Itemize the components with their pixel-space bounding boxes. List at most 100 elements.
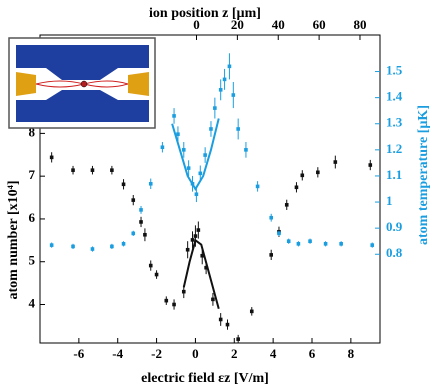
- data-point: [164, 298, 169, 303]
- data-point: [231, 93, 236, 97]
- data-point: [139, 208, 143, 212]
- x-tick-label: 0: [192, 346, 199, 361]
- data-point: [49, 155, 54, 160]
- y2-tick-label: 1.5: [386, 63, 403, 78]
- x2-axis-label: ion position z [µm]: [149, 6, 261, 21]
- data-point: [249, 309, 254, 314]
- data-point: [148, 181, 153, 186]
- y2-tick-label: 0.8: [386, 245, 403, 260]
- data-point: [294, 185, 299, 190]
- electrode-left: [16, 72, 36, 96]
- x-tick-label: -6: [73, 346, 84, 361]
- data-point: [300, 173, 305, 178]
- data-point: [193, 234, 198, 238]
- data-point: [286, 239, 291, 244]
- y-tick-label: 4: [29, 295, 36, 310]
- data-point: [333, 160, 338, 164]
- data-point: [236, 127, 240, 131]
- data-point: [160, 145, 165, 150]
- y2-tick-label: 1.3: [386, 115, 403, 130]
- data-point: [213, 106, 217, 110]
- data-point: [148, 263, 153, 268]
- data-point: [172, 302, 176, 307]
- y2-tick-label: 1.4: [386, 89, 403, 104]
- data-point: [244, 148, 248, 152]
- data-point: [49, 243, 54, 247]
- data-point: [308, 239, 312, 244]
- data-point: [296, 242, 301, 246]
- data-point: [143, 232, 147, 237]
- data-point: [181, 289, 186, 294]
- data-point: [110, 168, 114, 172]
- data-point: [110, 244, 114, 249]
- ion: [80, 80, 88, 88]
- data-point: [139, 220, 143, 224]
- y2-tick-label: 1.2: [386, 141, 402, 156]
- data-point: [186, 166, 191, 170]
- data-point: [204, 265, 208, 270]
- x-tick-label: 6: [309, 346, 316, 361]
- data-point: [269, 215, 273, 220]
- data-point: [190, 238, 195, 242]
- data-point: [370, 243, 375, 247]
- data-point: [211, 297, 215, 302]
- data-point: [194, 192, 199, 197]
- data-point: [196, 228, 201, 232]
- data-point: [198, 171, 203, 176]
- x-tick-label: 4: [270, 346, 277, 361]
- plot-frame: [39, 34, 381, 344]
- data-point: [316, 170, 320, 175]
- data-point: [368, 163, 373, 167]
- data-point: [131, 231, 136, 236]
- data-point: [255, 184, 260, 189]
- data-point: [269, 253, 273, 257]
- data-point: [181, 148, 186, 152]
- y-tick-label: 6: [29, 210, 36, 225]
- y2-axis-label: atom temperature [µK]: [416, 105, 431, 245]
- data-point: [185, 247, 190, 252]
- data-point: [90, 168, 95, 172]
- data-point: [323, 242, 328, 246]
- electrode-bottom: [16, 90, 149, 122]
- data-point: [71, 168, 75, 172]
- data-point: [71, 244, 75, 249]
- x2-tick-label: 40: [272, 17, 285, 32]
- data-point: [121, 182, 126, 187]
- data-point: [154, 272, 159, 277]
- x-tick-label: -2: [151, 346, 162, 361]
- x-tick-label: 8: [348, 346, 355, 361]
- y-tick-label: 7: [29, 167, 36, 182]
- x-tick-label: -4: [112, 346, 123, 361]
- data-point: [339, 242, 343, 246]
- data-point: [236, 337, 240, 341]
- data-point: [209, 127, 213, 131]
- data-point: [225, 322, 230, 327]
- data-point: [227, 64, 232, 69]
- data-point: [218, 88, 223, 92]
- trap-inset: [8, 37, 156, 129]
- x-tick-label: 2: [231, 346, 238, 361]
- data-point: [284, 203, 289, 207]
- x2-tick-label: 20: [231, 17, 244, 32]
- data-point: [90, 247, 95, 251]
- data-point: [172, 114, 176, 118]
- data-point: [121, 242, 126, 246]
- y-axis-label: atom number [x10⁴]: [6, 180, 21, 299]
- x-axis-label: electric field εz [V/m]: [141, 371, 269, 386]
- data-point: [200, 253, 205, 258]
- fit-curve: [171, 118, 220, 191]
- x2-tick-label: 80: [353, 17, 366, 32]
- data-point: [203, 153, 207, 157]
- data-point: [131, 198, 136, 202]
- y-tick-label: 8: [29, 124, 36, 139]
- electrode-top: [16, 45, 149, 80]
- data-point: [218, 317, 223, 322]
- x2-tick-label: 60: [313, 17, 326, 32]
- fit-curve: [182, 238, 220, 310]
- y2-tick-label: 1.1: [386, 167, 402, 182]
- electrode-right: [128, 72, 149, 96]
- data-point: [176, 132, 180, 136]
- x2-tick-label: 0: [193, 17, 200, 32]
- y2-tick-label: 1: [386, 193, 393, 208]
